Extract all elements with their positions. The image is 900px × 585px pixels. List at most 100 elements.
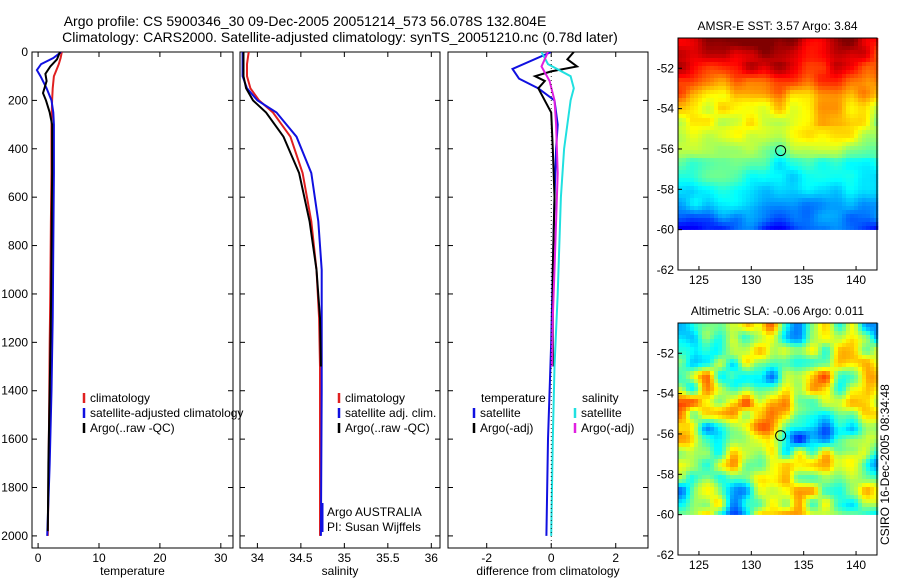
heatmap-cell: [690, 90, 694, 94]
heatmap-cell: [690, 222, 694, 226]
heatmap-cell: [770, 62, 774, 66]
heatmap-cell: [818, 134, 822, 138]
heatmap-cell: [706, 158, 710, 162]
heatmap-cell: [690, 94, 694, 98]
heatmap-cell: [766, 78, 770, 82]
heatmap-cell: [718, 335, 722, 339]
heatmap-cell: [726, 74, 730, 78]
heatmap-cell: [838, 511, 842, 515]
heatmap-cell: [834, 363, 838, 367]
heatmap-cell: [682, 407, 686, 411]
heatmap-cell: [814, 407, 818, 411]
heatmap-cell: [678, 202, 682, 206]
heatmap-cell: [746, 427, 750, 431]
heatmap-cell: [678, 423, 682, 427]
heatmap-cell: [750, 78, 754, 82]
heatmap-cell: [782, 82, 786, 86]
heatmap-cell: [698, 499, 702, 503]
heatmap-cell: [846, 110, 850, 114]
heatmap-cell: [686, 170, 690, 174]
heatmap-cell: [706, 363, 710, 367]
heatmap-cell: [706, 170, 710, 174]
heatmap-cell: [854, 98, 858, 102]
heatmap-cell: [790, 194, 794, 198]
heatmap-cell: [678, 178, 682, 182]
heatmap-cell: [850, 174, 854, 178]
heatmap-cell: [714, 214, 718, 218]
heatmap-cell: [690, 118, 694, 122]
heatmap-cell: [866, 407, 870, 411]
heatmap-cell: [842, 126, 846, 130]
heatmap-cell: [794, 447, 798, 451]
heatmap-cell: [698, 106, 702, 110]
heatmap-cell: [838, 154, 842, 158]
heatmap-cell: [842, 491, 846, 495]
heatmap-cell: [722, 226, 726, 230]
heatmap-cell: [750, 158, 754, 162]
heatmap-cell: [726, 427, 730, 431]
annotation-line-1: Argo AUSTRALIA: [327, 505, 422, 519]
heatmap-cell: [830, 455, 834, 459]
heatmap-cell: [694, 487, 698, 491]
heatmap-cell: [738, 399, 742, 403]
heatmap-cell: [758, 419, 762, 423]
heatmap-cell: [754, 102, 758, 106]
heatmap-cell: [798, 391, 802, 395]
heatmap-cell: [826, 439, 830, 443]
heatmap-cell: [834, 351, 838, 355]
heatmap-cell: [782, 467, 786, 471]
heatmap-cell: [810, 419, 814, 423]
heatmap-cell: [798, 86, 802, 90]
heatmap-cell: [794, 439, 798, 443]
heatmap-cell: [710, 331, 714, 335]
heatmap-cell: [706, 198, 710, 202]
heatmap-cell: [746, 142, 750, 146]
heatmap-cell: [678, 439, 682, 443]
heatmap-cell: [778, 331, 782, 335]
heatmap-cell: [734, 435, 738, 439]
heatmap-cell: [778, 387, 782, 391]
heatmap-cell: [778, 455, 782, 459]
heatmap-cell: [734, 94, 738, 98]
heatmap-cell: [870, 74, 874, 78]
heatmap-cell: [858, 371, 862, 375]
heatmap-cell: [690, 74, 694, 78]
heatmap-cell: [730, 74, 734, 78]
heatmap-cell: [762, 451, 766, 455]
heatmap-cell: [774, 427, 778, 431]
heatmap-cell: [786, 198, 790, 202]
heatmap-cell: [830, 427, 834, 431]
heatmap-cell: [790, 62, 794, 66]
heatmap-cell: [682, 98, 686, 102]
heatmap-cell: [690, 439, 694, 443]
heatmap-cell: [854, 66, 858, 70]
heatmap-cell: [874, 54, 878, 58]
heatmap-cell: [690, 70, 694, 74]
heatmap-cell: [682, 339, 686, 343]
heatmap-cell: [722, 182, 726, 186]
heatmap-cell: [714, 471, 718, 475]
heatmap-cell: [830, 170, 834, 174]
heatmap-cell: [682, 375, 686, 379]
heatmap-cell: [750, 327, 754, 331]
heatmap-cell: [710, 94, 714, 98]
heatmap-cell: [754, 423, 758, 427]
heatmap-cell: [714, 499, 718, 503]
heatmap-cell: [774, 479, 778, 483]
heatmap-cell: [782, 78, 786, 82]
heatmap-cell: [758, 62, 762, 66]
heatmap-cell: [690, 178, 694, 182]
heatmap-cell: [746, 423, 750, 427]
heatmap-cell: [838, 399, 842, 403]
heatmap-cell: [802, 507, 806, 511]
heatmap-cell: [818, 395, 822, 399]
heatmap-cell: [842, 106, 846, 110]
heatmap-cell: [698, 62, 702, 66]
heatmap-cell: [766, 331, 770, 335]
heatmap-cell: [858, 479, 862, 483]
map-title: AMSR-E SST: 3.57 Argo: 3.84: [697, 19, 857, 33]
heatmap-cell: [694, 351, 698, 355]
heatmap-cell: [806, 487, 810, 491]
heatmap-cell: [714, 198, 718, 202]
heatmap-cell: [818, 383, 822, 387]
